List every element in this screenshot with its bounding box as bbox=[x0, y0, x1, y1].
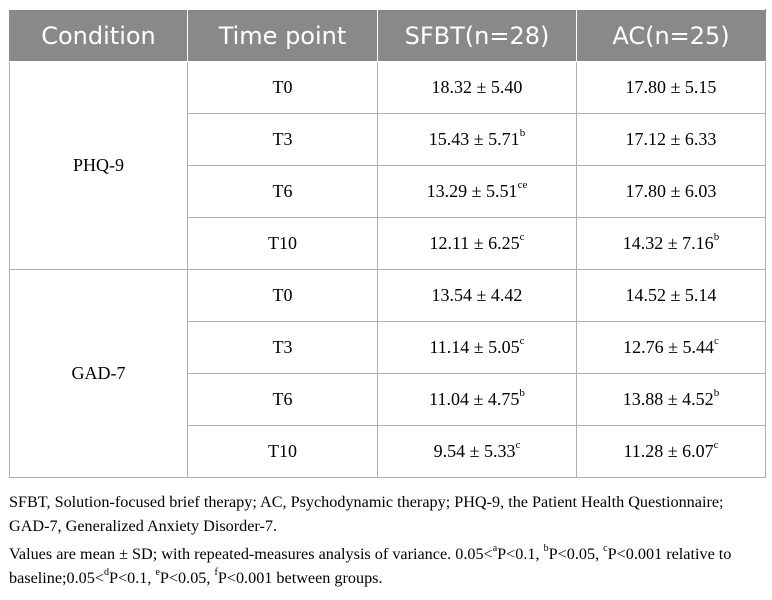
ac-value-cell: 11.28 ± 6.07c bbox=[576, 425, 766, 478]
ac-value: 17.12 ± 6.33 bbox=[625, 129, 717, 149]
footnote-text: P<0.001 relative to baseline;0.05< bbox=[9, 545, 732, 587]
significance-marker: c bbox=[515, 439, 521, 451]
sfbt-value: 11.04 ± 4.75 bbox=[429, 389, 520, 409]
footnote-text: P<0.1, bbox=[109, 569, 156, 587]
significance-marker: c bbox=[519, 335, 525, 347]
sfbt-value: 15.43 ± 5.71 bbox=[428, 129, 520, 149]
sfbt-value-cell: 13.29 ± 5.51ce bbox=[377, 165, 577, 218]
sfbt-value: 11.14 ± 5.05 bbox=[429, 337, 520, 357]
table-body: PHQ-9 T0 18.32 ± 5.40 17.80 ± 5.15 T3 15.43 ±… bbox=[9, 61, 766, 478]
table-row: PHQ-9 T0 18.32 ± 5.40 17.80 ± 5.15 bbox=[9, 61, 766, 270]
time-point-cell: T0 bbox=[187, 61, 378, 114]
footnote-text: P<0.1, bbox=[497, 545, 544, 563]
sfbt-value-cell: 11.04 ± 4.75b bbox=[377, 373, 577, 426]
time-point-cell: T10 bbox=[187, 217, 378, 270]
table-row: GAD-7 T0 13.54 ± 4.42 14.52 ± 5.14 bbox=[9, 269, 766, 478]
header-row: Condition Time point SFBT(n=28) AC(n=25) bbox=[9, 9, 766, 62]
header-time-point: Time point bbox=[187, 9, 378, 62]
table-row: T10 12.11 ± 6.25c 14.32 ± 7.16b bbox=[10, 217, 766, 270]
footnote-marker: e bbox=[155, 566, 160, 578]
header-condition: Condition bbox=[9, 9, 188, 62]
ac-value: 11.28 ± 6.07 bbox=[623, 441, 714, 461]
ac-value-cell: 14.52 ± 5.14 bbox=[576, 269, 766, 322]
ac-value: 14.32 ± 7.16 bbox=[622, 233, 714, 253]
table-footnote: SFBT, Solution-focused brief therapy; AC… bbox=[9, 490, 765, 594]
ac-value: 14.52 ± 5.14 bbox=[625, 285, 717, 305]
condition-cell: PHQ-9 bbox=[9, 61, 188, 270]
time-point-cell: T3 bbox=[187, 113, 378, 166]
significance-marker: c bbox=[713, 439, 719, 451]
footnote-statistics: Values are mean ± SD; with repeated-meas… bbox=[9, 542, 765, 590]
sfbt-value-cell: 9.54 ± 5.33c bbox=[377, 425, 577, 478]
ac-value: 17.80 ± 5.15 bbox=[625, 77, 717, 97]
table-row: T6 11.04 ± 4.75b 13.88 ± 4.52b bbox=[10, 373, 766, 426]
significance-marker: c bbox=[714, 335, 719, 347]
results-table: Condition Time point SFBT(n=28) AC(n=25)… bbox=[9, 9, 766, 478]
significance-marker: b bbox=[713, 387, 720, 399]
significance-marker: b bbox=[519, 387, 525, 399]
table-row: T6 13.29 ± 5.51ce 17.80 ± 6.03 bbox=[10, 165, 766, 218]
footnote-marker: a bbox=[492, 542, 498, 554]
footnote-marker: c bbox=[603, 542, 608, 554]
sfbt-value-cell: 13.54 ± 4.42 bbox=[377, 269, 577, 322]
sfbt-value-cell: 11.14 ± 5.05c bbox=[377, 321, 577, 374]
footnote-marker: d bbox=[104, 566, 109, 578]
table-row: T3 11.14 ± 5.05c 12.76 ± 5.44c bbox=[10, 321, 766, 374]
sfbt-value: 13.29 ± 5.51 bbox=[426, 181, 518, 201]
ac-value-cell: 17.80 ± 5.15 bbox=[576, 61, 766, 114]
condition-cell: GAD-7 bbox=[9, 269, 188, 478]
time-point-cell: T10 bbox=[187, 425, 378, 478]
ac-value: 17.80 ± 6.03 bbox=[625, 181, 717, 201]
footnote-abbreviations: SFBT, Solution-focused brief therapy; AC… bbox=[9, 493, 724, 535]
significance-marker: ce bbox=[517, 179, 528, 191]
ac-value-cell: 12.76 ± 5.44c bbox=[576, 321, 766, 374]
ac-value: 13.88 ± 4.52 bbox=[622, 389, 714, 409]
footnote-text: P<0.05, bbox=[548, 545, 604, 563]
significance-marker: c bbox=[519, 231, 525, 243]
sfbt-value-cell: 15.43 ± 5.71b bbox=[377, 113, 577, 166]
ac-value-cell: 17.80 ± 6.03 bbox=[576, 165, 766, 218]
significance-marker: b bbox=[713, 231, 720, 243]
time-point-cell: T0 bbox=[187, 269, 378, 322]
sfbt-value-cell: 18.32 ± 5.40 bbox=[377, 61, 577, 114]
ac-value-cell: 17.12 ± 6.33 bbox=[576, 113, 766, 166]
footnote-marker: f bbox=[214, 566, 218, 578]
time-point-cell: T6 bbox=[187, 165, 378, 218]
footnote-text: P<0.001 between groups. bbox=[217, 569, 383, 587]
ac-value-cell: 13.88 ± 4.52b bbox=[576, 373, 766, 426]
sfbt-value-cell: 12.11 ± 6.25c bbox=[377, 217, 577, 270]
significance-marker: b bbox=[519, 127, 526, 139]
footnote-text: P<0.05, bbox=[159, 569, 215, 587]
sfbt-value: 9.54 ± 5.33 bbox=[433, 441, 516, 461]
table-row: T10 9.54 ± 5.33c 11.28 ± 6.07c bbox=[10, 425, 766, 478]
results-table-container: Condition Time point SFBT(n=28) AC(n=25)… bbox=[9, 9, 766, 478]
ac-value-cell: 14.32 ± 7.16b bbox=[576, 217, 766, 270]
time-point-cell: T3 bbox=[187, 321, 378, 374]
header-ac: AC(n=25) bbox=[576, 9, 766, 62]
header-sfbt: SFBT(n=28) bbox=[377, 9, 577, 62]
ac-value: 12.76 ± 5.44 bbox=[623, 337, 714, 357]
table-row: T3 15.43 ± 5.71b 17.12 ± 6.33 bbox=[10, 113, 766, 166]
footnote-marker: b bbox=[543, 542, 549, 554]
sfbt-value: 13.54 ± 4.42 bbox=[431, 285, 523, 305]
time-point-cell: T6 bbox=[187, 373, 378, 426]
sfbt-value: 18.32 ± 5.40 bbox=[431, 77, 523, 97]
footnote-text: Values are mean ± SD; with repeated-meas… bbox=[9, 545, 493, 563]
sfbt-value: 12.11 ± 6.25 bbox=[429, 233, 520, 253]
